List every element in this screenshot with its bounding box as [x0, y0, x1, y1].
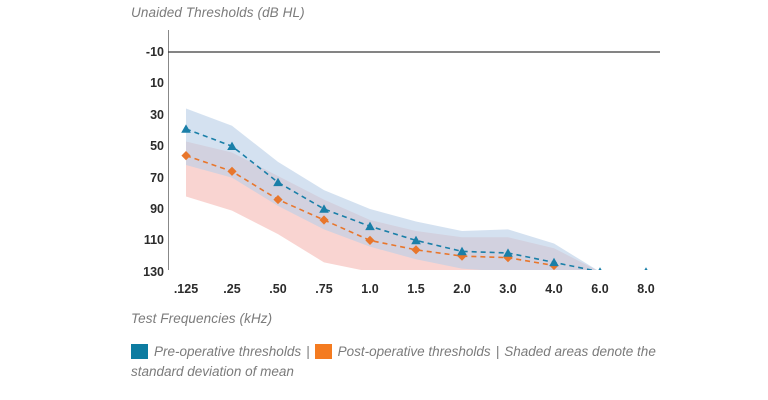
x-axis-tick-label: 6.0	[591, 282, 609, 296]
legend-separator-2: |	[495, 344, 500, 359]
x-axis-tick-label: .75	[315, 282, 333, 296]
legend-separator-1: |	[306, 344, 310, 359]
pre-operative-marker	[181, 124, 191, 133]
post-operative-marker	[365, 235, 375, 245]
post-operative-marker	[319, 215, 329, 225]
y-axis-tick-label: 110	[143, 233, 164, 248]
x-axis-tick-label: .125	[173, 282, 199, 296]
legend-label-post-operative: Post-operative thresholds	[337, 344, 491, 359]
chart-canvas	[167, 30, 660, 282]
legend-swatch-post-operative	[314, 344, 332, 359]
chart-legend: Pre-operative thresholds | Post-operative …	[131, 342, 711, 382]
post-operative-marker	[273, 194, 283, 205]
y-axis-tick-label: 130	[143, 264, 164, 279]
post-operative-marker	[181, 151, 191, 161]
x-axis-tick-label: 1.5	[407, 282, 425, 296]
y-axis-labels: -10 10 30 50 70 90 110 130	[120, 30, 164, 279]
x-axis-tick-label: 3.0	[499, 282, 517, 296]
post-operative-marker	[411, 245, 421, 255]
post-operative-marker	[227, 166, 237, 176]
legend-note: Shaded areas denote the standard deviati…	[131, 344, 656, 379]
legend-swatch-pre-operative	[131, 344, 148, 359]
x-axis-tick-label: 4.0	[545, 282, 563, 296]
post-operative-line	[185, 154, 555, 267]
pre-operative-marker	[273, 177, 283, 187]
y-axis-tick-label: 90	[150, 202, 164, 216]
pre-operative-marker	[595, 267, 605, 276]
pre-operative-marker	[457, 246, 467, 256]
x-axis-tick-label: 1.0	[361, 282, 379, 296]
pre-operative-marker	[411, 235, 421, 245]
y-axis-tick-label: 30	[150, 107, 164, 122]
pre-operative-marker	[549, 257, 559, 267]
plot-area	[167, 30, 660, 282]
y-axis-tick-label: 70	[150, 170, 164, 185]
pre-operative-marker	[319, 204, 329, 213]
x-axis-tick-label: .25	[223, 282, 241, 296]
y-axis-tick-label: 10	[150, 76, 164, 91]
chart-title: Unaided Thresholds (dB HL)	[131, 5, 305, 20]
legend-label-pre-operative: Pre-operative thresholds	[154, 344, 302, 359]
x-axis-tick-label: 2.0	[453, 282, 471, 296]
y-axis-tick-label: -10	[145, 45, 164, 59]
pre-operative-marker	[365, 221, 375, 231]
pre-operative-marker	[227, 141, 237, 150]
x-axis-tick-label: 8.0	[637, 282, 655, 296]
x-axis-labels: .125 .25 .50 .75 1.0 1.5 2.0 3.0 4.0 6.0 8.0	[168, 282, 660, 302]
y-axis-tick-label: 50	[150, 139, 164, 154]
pre-operative-marker	[503, 248, 513, 257]
pre-operative-marker	[641, 267, 651, 276]
x-axis-tick-label: .50	[269, 282, 287, 296]
x-axis-title: Test Frequencies (kHz)	[131, 311, 273, 326]
